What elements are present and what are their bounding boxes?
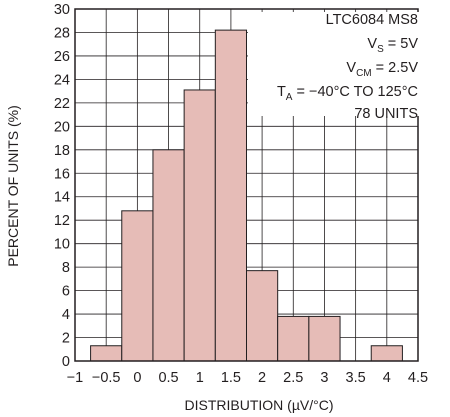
x-tick-label: 3.5 (346, 370, 366, 386)
annotation: LTC6084 MS8 VS = 5V VCM = 2.5V TA = −40°… (277, 12, 418, 122)
annotation-units: 78 UNITS (354, 106, 418, 122)
y-tick-label: 6 (62, 284, 70, 300)
histogram-bar (308, 315, 341, 362)
x-tick-label: 1.5 (221, 370, 241, 386)
y-tick-label: 26 (54, 49, 70, 65)
y-tick-label: 12 (54, 213, 70, 229)
x-tick-label: 3 (320, 370, 328, 386)
annotation-box (248, 12, 422, 116)
x-tick-label: −1 (67, 370, 84, 386)
histogram-bar (277, 315, 310, 362)
y-tick-label: 20 (54, 119, 70, 135)
plot-frame (74, 8, 419, 362)
histogram-bar (121, 210, 154, 362)
x-tick-label: 1 (196, 370, 204, 386)
y-tick-label: 16 (54, 166, 70, 182)
x-tick-label: 2.5 (283, 370, 303, 386)
x-tick-label: 0.5 (158, 370, 178, 386)
x-tick-label: 4 (383, 370, 391, 386)
y-tick-label: 4 (62, 307, 70, 323)
y-tick-label: 30 (54, 2, 70, 18)
histogram-bar (370, 345, 403, 362)
annotation-temperature: TA = −40°C TO 125°C (277, 84, 418, 103)
y-tick-label: 28 (54, 25, 70, 41)
y-tick-label: 18 (54, 143, 70, 159)
x-tick-label: 4.5 (408, 370, 428, 386)
bars (90, 29, 403, 362)
histogram-bar (152, 149, 185, 362)
x-axis-title: DISTRIBUTION (µV/°C) (185, 397, 334, 413)
x-tick-label: 0 (133, 370, 141, 386)
histogram-bar (246, 270, 279, 362)
y-tick-label: 0 (62, 354, 70, 370)
y-tick-label: 10 (54, 237, 70, 253)
x-tick-label: −0.5 (92, 370, 121, 386)
y-tick-label: 22 (54, 96, 70, 112)
x-tick-label: 2 (258, 370, 266, 386)
x-tick-labels: −1 −0.5 0 0.5 1 1.5 2 2.5 3 3.5 4 4.5 (67, 370, 428, 386)
histogram-bar (90, 345, 123, 362)
y-tick-label: 2 (62, 331, 70, 347)
histogram-bar (214, 29, 247, 362)
y-tick-label: 24 (54, 72, 70, 88)
y-tick-label: 14 (54, 190, 70, 206)
annotation-common-mode: VCM = 2.5V (346, 60, 418, 79)
histogram-bar (183, 89, 216, 362)
y-tick-label: 8 (62, 260, 70, 276)
annotation-part-name: LTC6084 MS8 (326, 12, 418, 28)
annotation-supply: VS = 5V (367, 36, 418, 55)
y-axis-title: PERCENT OF UNITS (%) (5, 105, 21, 267)
